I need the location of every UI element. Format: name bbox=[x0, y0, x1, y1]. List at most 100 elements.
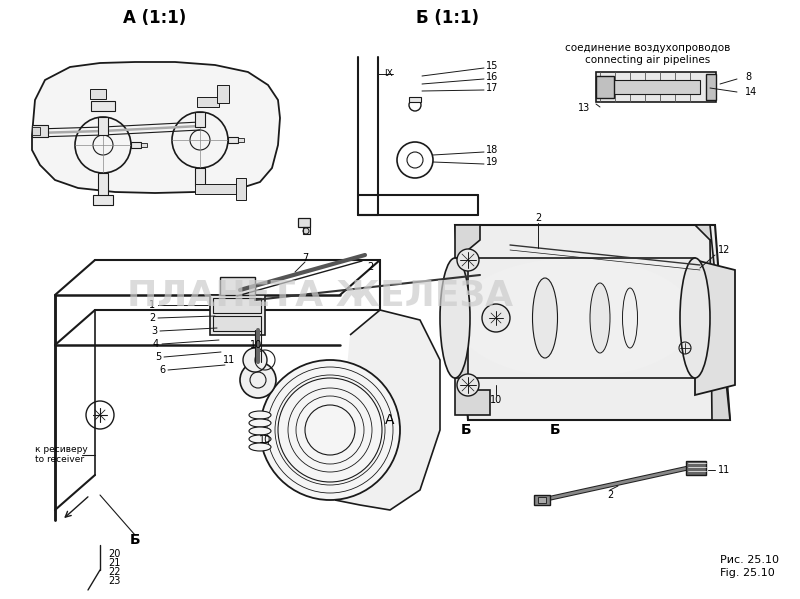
Text: 10: 10 bbox=[490, 395, 502, 405]
Bar bbox=[213, 316, 261, 331]
Text: to receiver: to receiver bbox=[35, 455, 84, 464]
Text: 2: 2 bbox=[367, 262, 373, 272]
Text: 13: 13 bbox=[578, 103, 590, 113]
Text: Б (1:1): Б (1:1) bbox=[415, 9, 478, 27]
Text: Б: Б bbox=[550, 423, 560, 437]
Polygon shape bbox=[695, 260, 735, 395]
Text: 4: 4 bbox=[153, 339, 159, 349]
Bar bbox=[538, 497, 546, 503]
Bar bbox=[210, 295, 265, 335]
Circle shape bbox=[457, 374, 479, 396]
Bar bbox=[32, 127, 40, 135]
Circle shape bbox=[243, 348, 267, 372]
Bar bbox=[91, 101, 115, 111]
Bar bbox=[596, 76, 614, 98]
Bar bbox=[409, 97, 421, 102]
Text: 22: 22 bbox=[108, 567, 121, 577]
Text: Рис. 25.10: Рис. 25.10 bbox=[720, 555, 779, 565]
Ellipse shape bbox=[455, 258, 695, 378]
Text: 15: 15 bbox=[486, 61, 498, 71]
Bar bbox=[220, 277, 255, 295]
Bar bbox=[195, 168, 205, 186]
Text: 5: 5 bbox=[154, 352, 161, 362]
Text: Б: Б bbox=[461, 423, 471, 437]
Ellipse shape bbox=[440, 258, 470, 378]
Circle shape bbox=[260, 360, 400, 500]
Circle shape bbox=[93, 135, 113, 155]
Text: 17: 17 bbox=[486, 83, 498, 93]
Text: 10: 10 bbox=[259, 435, 271, 445]
Text: А (1:1): А (1:1) bbox=[123, 9, 186, 27]
Bar bbox=[236, 178, 246, 200]
Bar bbox=[98, 173, 108, 198]
Text: 2: 2 bbox=[149, 313, 155, 323]
Text: 3: 3 bbox=[151, 326, 157, 336]
Text: 20: 20 bbox=[108, 549, 120, 559]
Ellipse shape bbox=[249, 419, 271, 427]
Text: 21: 21 bbox=[108, 558, 120, 568]
Bar bbox=[98, 117, 108, 135]
Text: 6: 6 bbox=[159, 365, 165, 375]
Text: IX: IX bbox=[384, 69, 393, 78]
Bar bbox=[32, 125, 48, 137]
Text: 7: 7 bbox=[302, 253, 308, 263]
Circle shape bbox=[278, 378, 382, 482]
Text: 23: 23 bbox=[108, 576, 120, 586]
Polygon shape bbox=[455, 225, 490, 415]
Bar bbox=[141, 143, 147, 147]
Text: А: А bbox=[386, 413, 394, 427]
Bar bbox=[131, 142, 141, 148]
Text: 2: 2 bbox=[607, 490, 613, 500]
Polygon shape bbox=[695, 225, 730, 420]
Text: 10: 10 bbox=[250, 340, 262, 350]
Bar bbox=[197, 97, 219, 107]
Text: 8: 8 bbox=[745, 72, 751, 82]
Bar bbox=[534, 495, 550, 505]
Bar bbox=[213, 298, 261, 313]
Circle shape bbox=[240, 362, 276, 398]
Bar bbox=[596, 72, 716, 102]
Text: connecting air pipelines: connecting air pipelines bbox=[586, 55, 710, 65]
Text: к ресиверу: к ресиверу bbox=[35, 446, 88, 455]
Text: 16: 16 bbox=[486, 72, 498, 82]
Ellipse shape bbox=[249, 411, 271, 419]
Polygon shape bbox=[455, 225, 730, 420]
Circle shape bbox=[75, 117, 131, 173]
Ellipse shape bbox=[533, 278, 558, 358]
Bar bbox=[93, 195, 113, 205]
Text: 14: 14 bbox=[745, 87, 758, 97]
Text: соединение воздухопроводов: соединение воздухопроводов bbox=[566, 43, 730, 53]
Text: 11: 11 bbox=[222, 355, 235, 365]
Circle shape bbox=[457, 249, 479, 271]
Ellipse shape bbox=[680, 258, 710, 378]
Text: 18: 18 bbox=[486, 145, 498, 155]
Ellipse shape bbox=[249, 427, 271, 435]
Text: 19: 19 bbox=[486, 157, 498, 167]
Bar bbox=[610, 80, 700, 94]
Text: 1: 1 bbox=[149, 300, 155, 310]
Ellipse shape bbox=[249, 435, 271, 443]
Polygon shape bbox=[335, 310, 440, 510]
Bar bbox=[303, 227, 310, 234]
Text: ПЛАНЕТА ЖЕЛЕЗА: ПЛАНЕТА ЖЕЛЕЗА bbox=[127, 278, 513, 312]
Bar bbox=[706, 74, 716, 100]
Text: 2: 2 bbox=[535, 213, 541, 223]
Text: Б: Б bbox=[130, 533, 140, 547]
Bar bbox=[195, 184, 240, 194]
Ellipse shape bbox=[249, 443, 271, 451]
Bar bbox=[238, 138, 244, 142]
Text: Fig. 25.10: Fig. 25.10 bbox=[720, 568, 774, 578]
Ellipse shape bbox=[590, 283, 610, 353]
Text: 11: 11 bbox=[718, 465, 730, 475]
Bar bbox=[90, 89, 106, 99]
Bar bbox=[228, 137, 238, 143]
Circle shape bbox=[190, 130, 210, 150]
Circle shape bbox=[482, 304, 510, 332]
Polygon shape bbox=[32, 62, 280, 193]
Bar bbox=[686, 461, 706, 475]
Bar bbox=[195, 112, 205, 127]
Bar bbox=[298, 218, 310, 227]
Bar bbox=[217, 85, 229, 103]
Text: 12: 12 bbox=[718, 245, 730, 255]
Circle shape bbox=[172, 112, 228, 168]
